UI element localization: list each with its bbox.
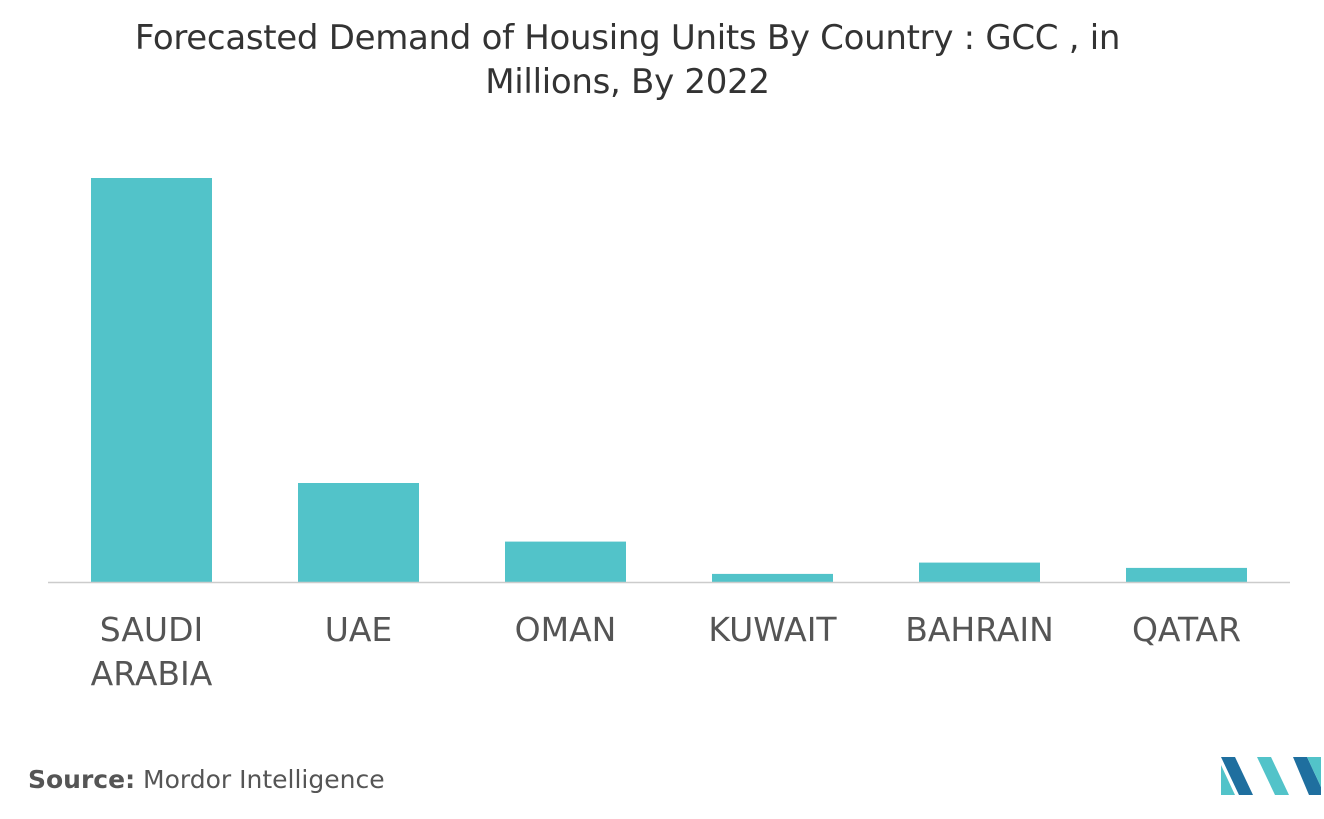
x-tick-label-uae: UAE — [325, 610, 393, 649]
bar-uae — [298, 483, 419, 582]
source-text: Mordor Intelligence — [143, 765, 385, 794]
bars-layer — [91, 178, 1247, 582]
bar-qatar — [1126, 567, 1247, 582]
bar-bahrain — [919, 562, 1040, 582]
logo-shape-right — [1293, 757, 1321, 795]
chart-title: Forecasted Demand of Housing Units By Co… — [134, 18, 1121, 102]
bar-kuwait — [712, 573, 833, 582]
x-tick-label-oman: OMAN — [515, 610, 617, 649]
source-label: Source: — [28, 765, 136, 794]
x-tick-label-saudi-arabia: SAUDI ARABIA — [91, 610, 213, 693]
logo-shape-right-accent — [1307, 757, 1321, 787]
mordor-intelligence-logo-icon — [1221, 757, 1321, 795]
logo-shape-middle — [1257, 757, 1289, 795]
x-tick-label-qatar: QATAR — [1132, 610, 1241, 649]
source-note: Source: Mordor Intelligence — [28, 765, 385, 794]
logo-shape-left-accent — [1221, 765, 1235, 795]
x-tick-labels: SAUDI ARABIA UAE OMAN KUWAIT BAHRAIN QATAR — [91, 610, 1241, 693]
bar-saudi-arabia — [91, 178, 212, 582]
bar-oman — [505, 541, 626, 582]
logo-shape-left — [1221, 757, 1253, 795]
x-tick-label-bahrain: BAHRAIN — [905, 610, 1054, 649]
x-tick-label-kuwait: KUWAIT — [708, 610, 837, 649]
